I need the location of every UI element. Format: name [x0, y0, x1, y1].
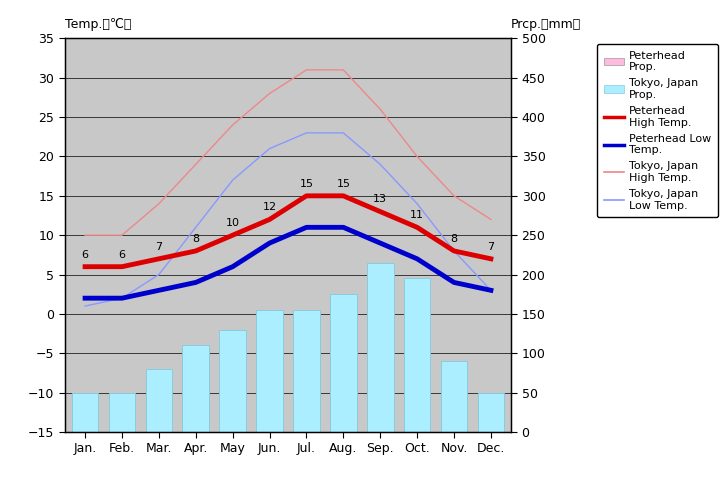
Bar	[109, 393, 135, 432]
Bar	[367, 263, 394, 432]
Text: 7: 7	[156, 242, 163, 252]
Text: 10: 10	[225, 218, 240, 228]
Bar	[404, 278, 431, 432]
Text: 11: 11	[410, 210, 424, 220]
Bar	[220, 330, 246, 432]
Bar	[72, 393, 99, 432]
Text: Prcp.（mm）: Prcp.（mm）	[511, 18, 582, 31]
Legend: Peterhead
Prop., Tokyo, Japan
Prop., Peterhead
High Temp., Peterhead Low
Temp., : Peterhead Prop., Tokyo, Japan Prop., Pet…	[597, 44, 719, 217]
Text: 6: 6	[81, 250, 89, 260]
Text: 8: 8	[451, 234, 458, 244]
Bar	[330, 294, 356, 432]
Bar	[182, 346, 209, 432]
Bar	[477, 393, 504, 432]
Text: 6: 6	[119, 250, 125, 260]
Bar	[293, 310, 320, 432]
Bar	[256, 310, 283, 432]
Text: 15: 15	[336, 179, 351, 189]
Text: 12: 12	[263, 203, 276, 212]
Text: 8: 8	[192, 234, 199, 244]
Text: 15: 15	[300, 179, 313, 189]
Text: Temp.（℃）: Temp.（℃）	[65, 18, 131, 31]
Text: 7: 7	[487, 242, 495, 252]
Bar	[145, 369, 172, 432]
Bar	[441, 361, 467, 432]
Text: 13: 13	[373, 194, 387, 204]
